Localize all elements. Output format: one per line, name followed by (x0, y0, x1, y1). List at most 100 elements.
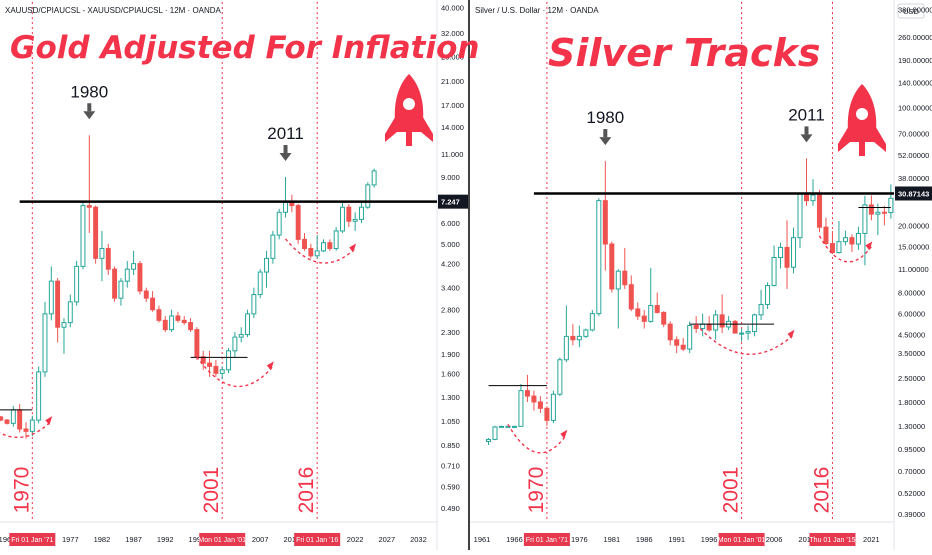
candle-body (524, 390, 530, 397)
y-tick-label: 2.300 (441, 328, 460, 337)
candle-body (29, 419, 35, 432)
candle (169, 309, 175, 333)
candle (823, 217, 829, 245)
candle-body (112, 268, 118, 299)
date-marker-badge[interactable] (523, 533, 570, 546)
candle-body (131, 263, 137, 270)
candle (622, 247, 628, 289)
candle-body (251, 294, 257, 315)
candle-body (784, 246, 790, 268)
rocket-window (403, 98, 415, 110)
arc-arrowhead (349, 243, 357, 253)
y-tick-label: 1.900 (441, 350, 460, 359)
candle (589, 310, 595, 332)
candle (511, 425, 517, 428)
rocket-flame (406, 132, 412, 146)
candle-body (622, 270, 628, 286)
down-arrow-shaft (603, 129, 608, 138)
y-tick-label: 1.050 (441, 417, 460, 426)
candle (563, 305, 569, 363)
candle-body (797, 193, 803, 239)
currency-badge[interactable] (897, 3, 925, 19)
y-tick-label: 0.490 (441, 504, 460, 513)
arc-arrowhead (266, 361, 274, 371)
x-tick-label: 1997 (189, 535, 206, 544)
down-arrow-head (279, 153, 292, 162)
candle (654, 292, 660, 314)
recovery-arc (196, 356, 274, 388)
rocket-fin-left (838, 124, 850, 152)
candle (226, 347, 232, 374)
candle-body (719, 314, 725, 328)
y-tick-label: 4.200 (441, 260, 460, 269)
candle (80, 202, 86, 270)
candle-body (264, 257, 269, 273)
candle-body (55, 280, 61, 328)
recovery-arc (0, 420, 52, 439)
candle (276, 208, 282, 240)
candle-body (674, 339, 680, 346)
candle-body (270, 234, 276, 259)
date-marker-badge[interactable] (718, 533, 765, 546)
candle-body (371, 170, 377, 186)
candle (726, 316, 732, 331)
candle (74, 260, 80, 306)
candle-body (576, 335, 582, 341)
candle (150, 291, 156, 312)
date-marker-badge[interactable] (294, 533, 341, 546)
date-marker-badge[interactable] (809, 533, 856, 546)
arc-arrowhead (560, 429, 568, 439)
rocket-icon (838, 84, 886, 156)
candle (842, 230, 848, 246)
candle-body (687, 325, 693, 350)
price-marker-badge[interactable] (438, 194, 468, 209)
candle (661, 311, 667, 328)
candle-body (93, 206, 99, 259)
candle (667, 321, 673, 346)
candle-body (511, 425, 517, 428)
candle (112, 266, 118, 302)
y-tick-label: 1.600 (441, 369, 460, 378)
candle-body (0, 416, 4, 421)
candle (283, 177, 288, 218)
symbol-label: Silver / U.S. Dollar · 12M · OANDA (475, 6, 599, 15)
candle-body (302, 238, 307, 249)
price-axis[interactable] (894, 0, 932, 550)
y-tick-label: 11.000 (441, 150, 463, 159)
candle-body (23, 428, 29, 432)
x-tick-label: 2012 (284, 535, 301, 544)
candle-body (602, 200, 608, 245)
candle-body (654, 305, 660, 313)
candle (680, 338, 686, 352)
price-marker-badge[interactable] (895, 186, 932, 201)
date-marker-badge[interactable] (9, 533, 56, 546)
candle-body (531, 395, 537, 403)
down-arrow-shaft (804, 126, 809, 135)
candle (602, 161, 608, 271)
y-tick-label: 17.000 (441, 101, 464, 110)
x-tick-label: 2007 (252, 535, 269, 544)
y-tick-label: 3.50000 (898, 349, 925, 358)
candle-body (842, 237, 848, 243)
candle (48, 266, 54, 321)
price-axis[interactable] (437, 0, 468, 550)
candle (327, 239, 333, 251)
candle-body (758, 303, 764, 316)
candle-body (295, 205, 301, 240)
candle (816, 189, 822, 233)
candle (131, 250, 137, 276)
x-tick-label: 2032 (410, 535, 427, 544)
x-tick-label: 1991 (668, 535, 685, 544)
annotation-2011: 2011 (788, 105, 825, 143)
candle (784, 220, 790, 289)
candle-body (868, 204, 874, 215)
y-tick-label: 52.00000 (898, 151, 929, 160)
candle-body (61, 322, 67, 328)
candle (36, 366, 42, 424)
candle-body (175, 315, 181, 321)
candle-body (680, 344, 686, 350)
date-marker-badge[interactable] (199, 533, 246, 546)
candle (492, 425, 498, 441)
